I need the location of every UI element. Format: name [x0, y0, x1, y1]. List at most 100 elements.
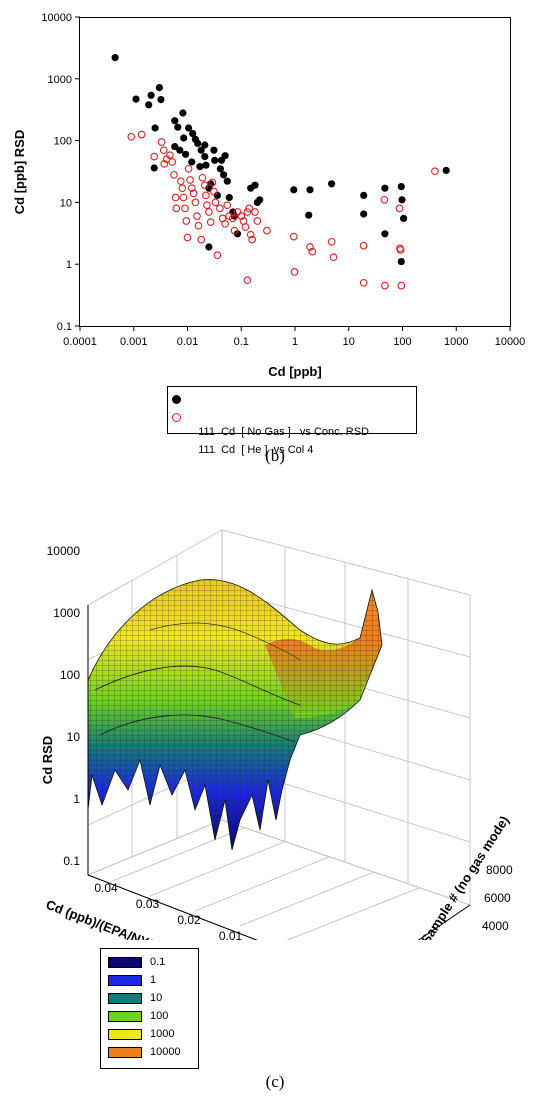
data-point-he: [184, 164, 193, 173]
scatter-y-axis-label: Cd [ppb] RSD: [12, 130, 27, 214]
data-point-he: [208, 178, 217, 187]
data-point-no-gas: [174, 123, 182, 131]
data-point-he: [243, 208, 252, 216]
scatter-chart: 0.0001 0.001 0.01 0.1 1 10 100 1000 10000 0.1 1 10 1…: [12, 12, 526, 379]
data-point-no-gas: [147, 91, 155, 99]
data-point-he: [198, 173, 207, 182]
z-tick-label: 1: [73, 792, 80, 806]
data-point-he: [183, 233, 192, 242]
data-point-he: [189, 189, 198, 198]
data-point-no-gas: [132, 95, 140, 103]
data-point-he: [306, 243, 314, 251]
data-point-he: [160, 160, 169, 168]
data-point-he: [200, 181, 209, 190]
open-circle-marker: [172, 413, 181, 422]
data-point-he: [193, 212, 201, 220]
data-point-he: [127, 132, 136, 141]
surface-z-axis-label: Cd RSD: [40, 736, 55, 784]
y-tick-label: 10000: [41, 12, 72, 24]
colorbar-swatch: [108, 1047, 142, 1058]
floor-grid: [86, 819, 471, 940]
data-point-he: [245, 204, 253, 213]
data-point-no-gas: [360, 210, 368, 218]
data-point-he: [253, 217, 262, 225]
scatter-plot-frame: [79, 17, 511, 327]
data-point-he: [230, 226, 239, 235]
data-point-he: [329, 253, 338, 262]
data-point-he: [205, 208, 213, 216]
data-point-he: [181, 204, 189, 213]
data-point-he: [289, 232, 298, 241]
surface-mesh: [87, 579, 383, 851]
data-point-no-gas: [381, 184, 389, 192]
data-point-he: [308, 247, 317, 256]
legend-label-he: 111 Cd [ He ] vs Col 4: [198, 444, 314, 456]
data-point-he: [197, 235, 206, 244]
data-point-no-gas: [201, 141, 209, 149]
data-point-he: [157, 138, 166, 146]
data-point-no-gas: [210, 146, 218, 154]
data-point-no-gas: [185, 124, 193, 132]
data-point-he: [248, 235, 257, 244]
data-point-no-gas: [306, 186, 314, 194]
surface-y-tick-label: 4000: [482, 919, 509, 933]
x-tick-label: 10000: [495, 336, 526, 348]
colorbar-swatch: [108, 1011, 142, 1022]
data-point-he: [166, 151, 174, 160]
data-point-he: [397, 281, 406, 290]
data-point-he: [178, 184, 187, 193]
z-tick-label: 10000: [47, 544, 81, 558]
data-point-he: [431, 167, 439, 176]
data-point-no-gas: [397, 183, 405, 191]
data-point-no-gas: [179, 109, 187, 117]
data-point-no-gas: [189, 130, 197, 138]
data-point-no-gas: [233, 230, 242, 238]
y-tick-label: 10: [60, 197, 72, 209]
data-point-no-gas: [111, 54, 119, 62]
panel-label-c: (c): [265, 1072, 285, 1091]
data-point-no-gas: [205, 243, 213, 251]
data-point-no-gas: [213, 191, 221, 199]
data-point-no-gas: [442, 166, 450, 174]
data-point-he: [380, 195, 389, 204]
colorbar-label: 1000: [150, 1028, 175, 1040]
z-tick-label: 1000: [53, 606, 80, 620]
filled-circle-marker: [172, 395, 181, 404]
surface-x-tick-label: 0.03: [136, 897, 160, 911]
x-tick-label: 0.01: [177, 336, 198, 348]
data-point-no-gas: [328, 180, 336, 188]
data-point-he: [203, 201, 211, 210]
x-tick-label: 0.1: [234, 336, 249, 348]
z-tick-label: 10: [67, 730, 81, 744]
data-point-no-gas: [225, 193, 233, 202]
data-point-he: [194, 221, 203, 230]
z-tick-label: 100: [60, 668, 80, 682]
data-point-he: [159, 146, 168, 155]
data-point-no-gas: [397, 258, 405, 266]
data-point-no-gas: [211, 156, 219, 164]
surface-y-tick-label: 8000: [486, 863, 513, 877]
data-point-no-gas: [151, 124, 159, 132]
surface-x-axis-label: Cd (ppb)/(EPA/NYSDOH Primary MCL [ppb]): [44, 897, 302, 940]
colorbar-swatch: [108, 1029, 142, 1040]
data-point-he: [186, 176, 194, 184]
data-point-no-gas: [223, 177, 231, 185]
data-point-he: [327, 237, 336, 246]
data-point-no-gas: [171, 117, 179, 125]
data-point-no-gas: [188, 158, 196, 166]
surface-colorbar-legend: 0.1 1 10 100 1000 10000: [100, 948, 199, 1069]
y-tick-label: 0.1: [57, 321, 72, 333]
scatter-legend: 111 Cd [ No Gas ] vs Conc. RSD 111 Cd [ …: [167, 386, 417, 456]
data-point-no-gas: [256, 196, 264, 204]
surface-x-tick-label: 0.04: [94, 881, 118, 895]
data-point-no-gas: [221, 152, 229, 160]
data-point-he: [233, 208, 242, 216]
x-tick-label: 1000: [444, 336, 468, 348]
data-point-he: [395, 204, 404, 213]
data-point-no-gas: [171, 143, 179, 151]
y-tick-label: 1000: [48, 74, 72, 86]
surface-x-tick-label: 0.02: [177, 913, 201, 927]
colorbar-swatch: [108, 975, 142, 986]
data-point-no-gas: [216, 165, 224, 173]
panel-label-b: (b): [265, 446, 285, 465]
